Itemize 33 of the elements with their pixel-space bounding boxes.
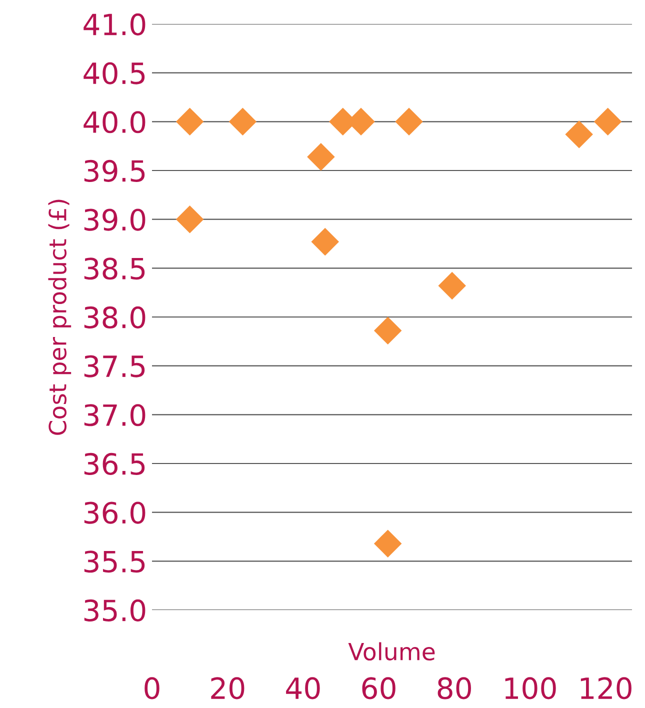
y-tick-label: 39.0 xyxy=(84,208,146,231)
point xyxy=(228,108,257,136)
x-tick-label: 80 xyxy=(438,677,471,700)
y-tick-label: 36.5 xyxy=(84,452,145,475)
point xyxy=(374,316,402,345)
y-tick-label: 37.5 xyxy=(84,355,145,378)
y-tick-label: 38.0 xyxy=(84,306,146,328)
x-axis-title: Volume xyxy=(348,642,435,661)
x-tick-label: 100 xyxy=(505,677,556,700)
x-tick-label: 0 xyxy=(144,677,160,700)
y-tick-label: 35.5 xyxy=(84,550,145,573)
point xyxy=(176,205,204,234)
y-tick-label: 37.0 xyxy=(84,404,146,426)
y-tick-label: 40.0 xyxy=(84,111,146,134)
y-tick-label: 41.0 xyxy=(84,13,146,36)
point xyxy=(307,142,335,171)
y-tick-label: 35.0 xyxy=(84,599,146,622)
y-tick-label: 38.5 xyxy=(84,258,145,280)
y-tick-label: 36.0 xyxy=(84,502,146,524)
point xyxy=(594,108,622,136)
point xyxy=(438,272,466,300)
point xyxy=(374,530,402,558)
point xyxy=(395,108,423,136)
point xyxy=(565,120,593,148)
point xyxy=(176,108,204,136)
x-tick-label: 120 xyxy=(580,677,632,700)
y-tick-label: 40.5 xyxy=(84,62,145,84)
x-tick-label: 60 xyxy=(362,677,396,700)
y-tick-label: 39.5 xyxy=(84,160,145,182)
x-tick-label: 20 xyxy=(211,677,244,700)
x-tick-label: 40 xyxy=(286,677,320,700)
point xyxy=(311,228,339,256)
y-axis-title: Cost per product (£) xyxy=(48,200,72,435)
